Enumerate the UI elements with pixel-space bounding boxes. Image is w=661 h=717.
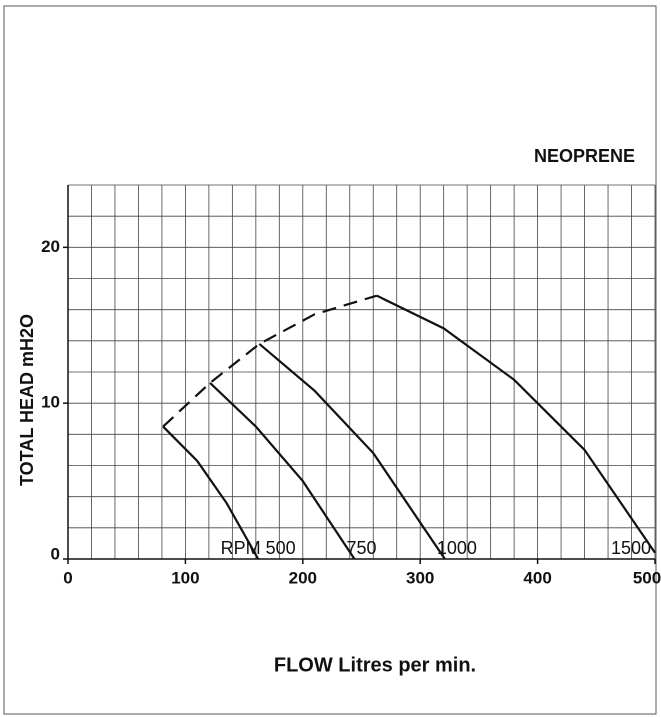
y-axis-label: TOTAL HEAD mH2O — [17, 314, 37, 486]
y-tick-label: 0 — [51, 544, 60, 563]
rpm-curve — [258, 343, 446, 560]
series-label: 1500 — [611, 538, 651, 558]
x-tick-label: 400 — [523, 568, 551, 587]
rpm-curve — [209, 382, 356, 560]
envelope-line — [162, 294, 378, 428]
x-axis-label: FLOW Litres per min. — [274, 654, 476, 676]
x-tick-label: 300 — [406, 568, 434, 587]
series-label: RPM 500 — [221, 538, 296, 558]
x-tick-label: 0 — [63, 568, 72, 587]
x-tick-label: 500 — [633, 568, 661, 587]
y-tick-label: 10 — [41, 393, 60, 412]
page-frame — [3, 5, 657, 715]
series-label: 750 — [346, 538, 376, 558]
chart-title: NEOPRENE — [534, 146, 635, 166]
x-tick-label: 200 — [289, 568, 317, 587]
y-tick-label: 20 — [41, 237, 60, 256]
rpm-curve — [376, 294, 656, 554]
series-label: 1000 — [437, 538, 477, 558]
x-tick-label: 100 — [171, 568, 199, 587]
rpm-curve — [162, 425, 260, 560]
